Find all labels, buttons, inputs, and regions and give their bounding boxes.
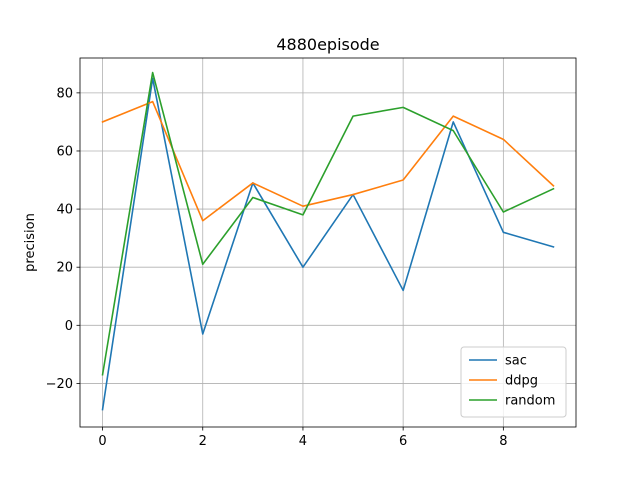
legend-label-sac: sac (505, 354, 527, 369)
legend-label-random: random (505, 394, 555, 409)
ticks: 0 2 4 6 8 −20 0 20 40 60 80 (46, 86, 508, 449)
legend: sac ddpg random (460, 346, 567, 418)
grid (80, 58, 576, 427)
y-tick-label-80: 80 (56, 86, 73, 101)
x-tick-label-0: 0 (98, 434, 106, 449)
plot-frame (79, 57, 577, 428)
series-line-random (101, 71, 555, 376)
x-tick-label-6: 6 (399, 434, 407, 449)
y-axis-label: precision (23, 213, 38, 272)
y-tick-label-60: 60 (56, 144, 73, 159)
y-tick-label-40: 40 (56, 203, 73, 218)
chart-title: 4880episode (276, 35, 379, 54)
series-line-ddpg (101, 100, 555, 222)
y-tick-label-20: 20 (56, 261, 73, 276)
x-tick-label-2: 2 (199, 434, 207, 449)
x-tick-label-8: 8 (499, 434, 507, 449)
x-tick-label-4: 4 (299, 434, 307, 449)
y-tick-label-0: 0 (65, 319, 73, 334)
legend-label-ddpg: ddpg (505, 374, 538, 389)
series-lines (101, 71, 555, 411)
series-line-sac (101, 77, 555, 411)
y-tick-label--20: −20 (46, 377, 73, 392)
